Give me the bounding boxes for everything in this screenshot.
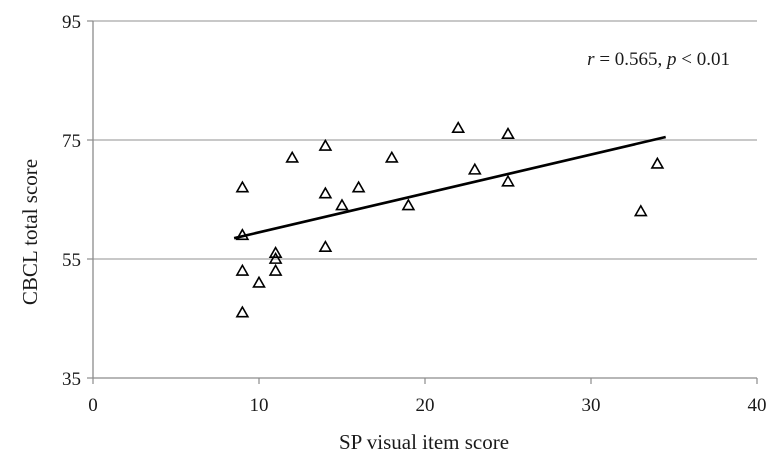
data-point (252, 275, 266, 288)
x-axis-title: SP visual item score (339, 430, 509, 454)
data-point (268, 245, 283, 258)
x-tick-label: 40 (748, 395, 767, 416)
p-value: < 0.01 (677, 49, 730, 70)
data-point (633, 204, 648, 217)
x-tick-label: 30 (582, 395, 601, 416)
p-symbol: p (665, 49, 677, 70)
x-tick-label: 20 (416, 395, 435, 416)
x-tick-label: 0 (88, 395, 98, 416)
data-point (335, 198, 349, 211)
data-point (235, 228, 250, 241)
data-points (235, 120, 665, 318)
data-point (401, 198, 416, 211)
gridlines (93, 20, 757, 260)
data-point (285, 150, 300, 163)
data-point (268, 251, 283, 264)
data-point (501, 174, 515, 187)
data-point (235, 263, 250, 276)
x-tick-label: 10 (250, 395, 269, 416)
y-tick-label: 75 (62, 131, 81, 152)
data-point (318, 138, 333, 151)
correlation-annotation: r = 0.565, p < 0.01 (587, 49, 730, 70)
tick-labels: 35 55 75 95 0 10 20 30 40 (62, 12, 767, 416)
data-point (451, 120, 466, 134)
data-point (318, 186, 333, 199)
data-point (235, 180, 250, 193)
data-point (384, 150, 399, 163)
data-point (467, 162, 482, 175)
data-point (235, 305, 250, 318)
r-symbol: r (587, 49, 595, 70)
trendline (233, 135, 666, 240)
axes (87, 20, 758, 384)
data-point (351, 180, 366, 193)
y-tick-label: 55 (62, 250, 81, 271)
r-value: = 0.565, (595, 49, 667, 70)
data-point (268, 263, 283, 276)
data-point (501, 126, 515, 139)
data-point (318, 239, 333, 253)
y-tick-label: 35 (62, 369, 81, 390)
trendline-layer (233, 135, 666, 240)
y-tick-label: 95 (62, 12, 81, 33)
data-point (650, 156, 665, 169)
y-axis-title: CBCL total score (18, 159, 42, 305)
